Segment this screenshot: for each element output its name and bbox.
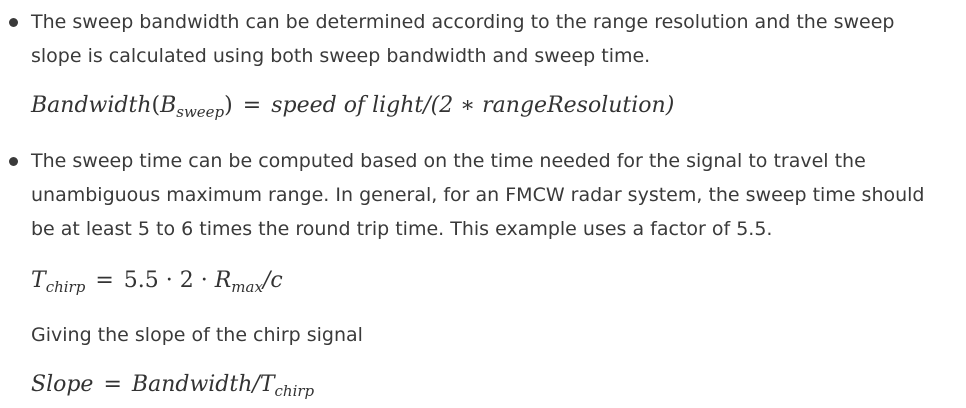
eq-subscript: sweep [176,103,225,121]
eq-var: T [259,372,275,397]
eq-subscript: max [231,278,263,296]
eq-equals: = [103,372,122,397]
equation-bandwidth: Bandwidth(Bsweep) = speed of light/(2 ∗ … [31,93,675,121]
eq-var: R [214,268,232,293]
bullet-marker [9,157,18,166]
eq-equals: = [95,268,114,293]
paragraph-sweep-time: The sweep time can be computed based on … [31,150,925,240]
eq-equals: = [242,93,262,118]
eq-var: Bandwidth [31,93,152,118]
paragraph-sweep-bandwidth: The sweep bandwidth can be determined ac… [31,11,895,67]
eq-rhs-suffix: /c [262,268,283,293]
eq-var: B [160,93,177,118]
eq-var: Slope [31,372,94,397]
eq-var: T [31,268,46,293]
eq-rhs-prefix: Bandwidth/ [131,372,260,397]
equation-chirp-time: Tchirp = 5.5 · 2 · Rmax/c [31,268,283,296]
eq-rhs: speed of light/(2 ∗ rangeResolution) [271,93,675,118]
eq-rhs-prefix: 5.5 · 2 · [123,268,215,293]
note-slope: Giving the slope of the chirp signal [31,324,363,346]
equation-slope: Slope = Bandwidth/Tchirp [31,372,315,400]
bullet-marker [9,18,18,27]
eq-subscript: chirp [45,278,86,296]
eq-subscript: chirp [274,382,315,400]
